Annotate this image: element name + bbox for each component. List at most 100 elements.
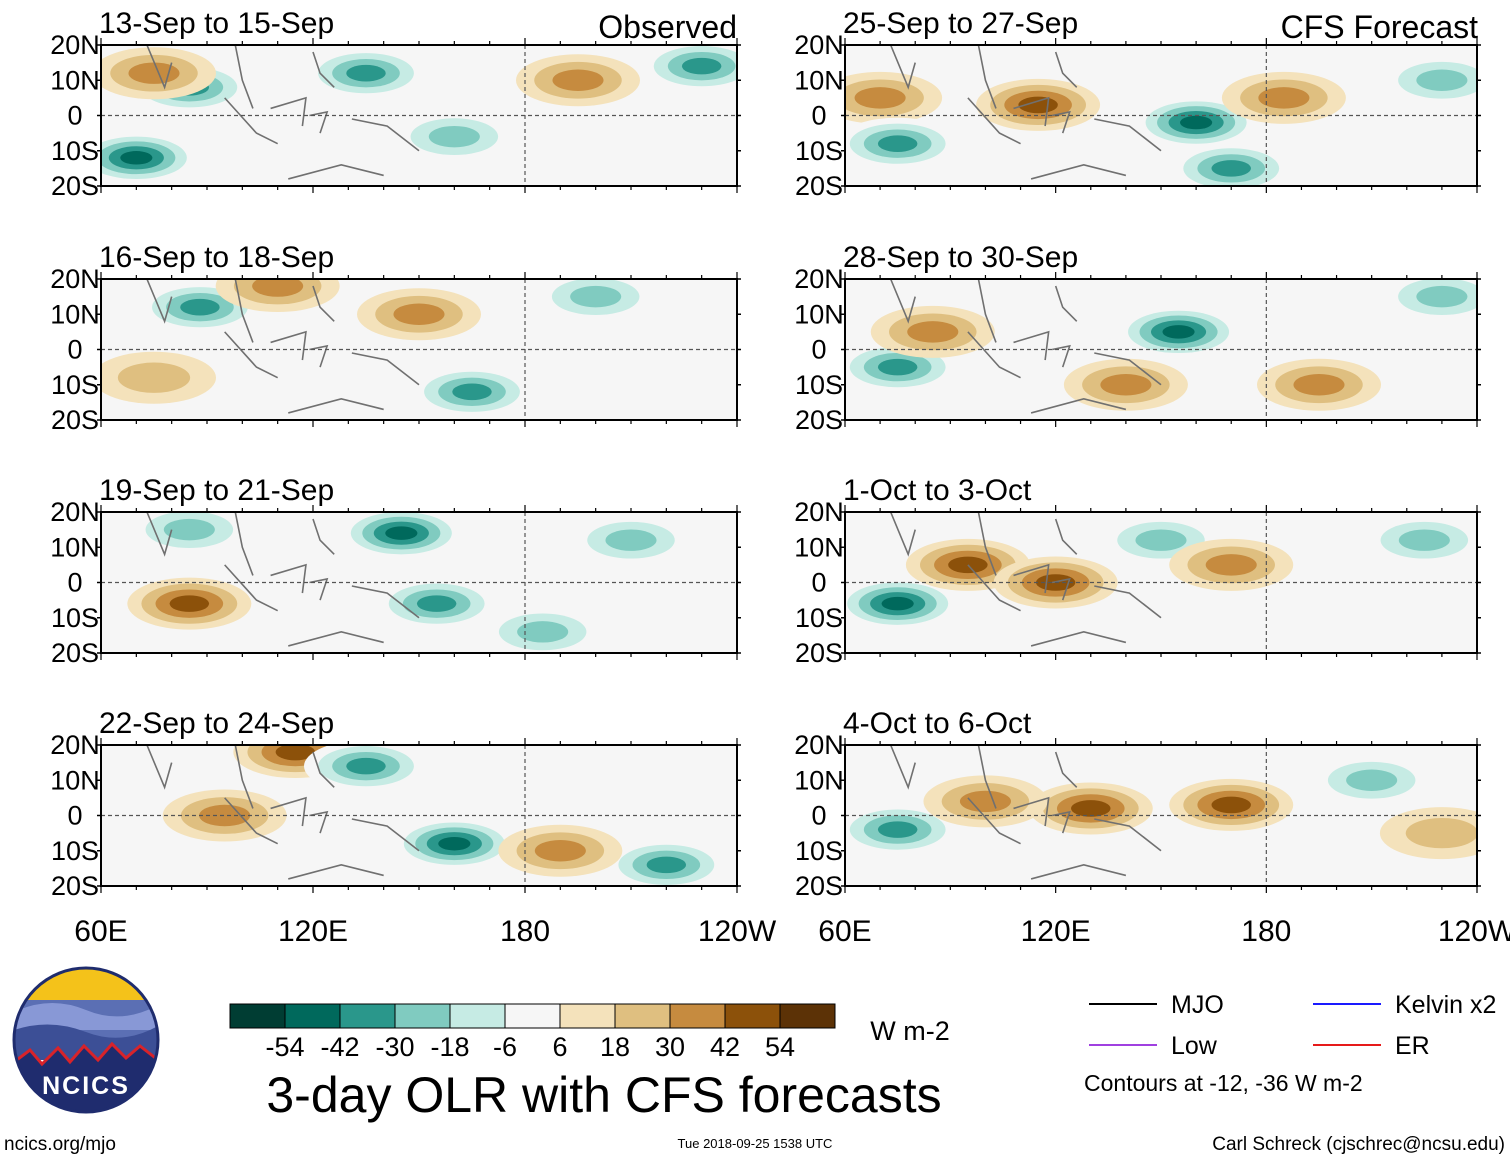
olr-anomaly-patch xyxy=(120,151,153,165)
y-tick-label: 10N xyxy=(794,65,844,95)
olr-anomaly-patch xyxy=(1211,160,1251,177)
y-tick-label: 0 xyxy=(811,801,826,831)
x-tick-label: 180 xyxy=(500,915,550,948)
colorbar-swatch xyxy=(339,1003,396,1029)
coastline xyxy=(889,45,1162,180)
y-tick-label: 10S xyxy=(51,603,99,633)
panel-left-4: 20N 10N 0 10S 20S 22-Sep to 24-Sep xyxy=(50,707,741,901)
panel-date-label: 19-Sep to 21-Sep xyxy=(99,474,334,507)
y-tick-label: 20N xyxy=(50,497,100,527)
colorbar-swatch xyxy=(559,1003,616,1029)
colorbar-tick-label: 54 xyxy=(765,1032,795,1062)
olr-anomaly-patch xyxy=(199,804,251,827)
y-tick-label: 20S xyxy=(795,638,843,668)
olr-anomaly-patch xyxy=(1135,529,1187,551)
panel-right-3: 20N 10N 0 10S 20S 1-Oct to 3-Oct xyxy=(794,474,1481,668)
colorbar-tick-label: -18 xyxy=(430,1032,469,1062)
coastline xyxy=(146,45,420,180)
olr-anomaly-patch xyxy=(570,285,622,308)
olr-anomaly-patch xyxy=(128,62,180,84)
olr-anomaly-patch xyxy=(1293,374,1345,396)
colorbar: -54 -42 -30 -18 -6 6 18 30 42 54 xyxy=(229,1003,836,1062)
olr-anomaly-patch xyxy=(646,856,687,874)
panel-left-2: 20N 10N 0 10S 20S 16-Sep to 18-Sep xyxy=(50,241,741,435)
olr-anomaly-patch xyxy=(534,840,586,862)
olr-anomaly-patch xyxy=(605,529,657,551)
y-tick-label: 10N xyxy=(50,65,100,95)
legend-label: ER xyxy=(1395,1032,1430,1060)
y-tick-label: 20N xyxy=(794,30,844,60)
olr-anomaly-patch xyxy=(1100,374,1152,396)
legend-note: Contours at -12, -36 W m-2 xyxy=(1084,1070,1363,1096)
y-tick-label: 10N xyxy=(50,765,100,795)
y-tick-label: 10S xyxy=(51,136,99,166)
olr-anomaly-patch xyxy=(346,757,386,775)
colorbar-swatch xyxy=(449,1003,506,1029)
olr-anomaly-patch xyxy=(1416,69,1468,91)
column-label-observed: Observed xyxy=(598,9,737,45)
x-tick-label: 180 xyxy=(1241,915,1291,948)
colorbar-swatch xyxy=(724,1003,781,1029)
units-label: W m-2 xyxy=(870,1016,949,1046)
olr-anomaly-patch xyxy=(385,526,418,540)
panel-date-label: 4-Oct to 6-Oct xyxy=(843,707,1032,740)
y-tick-label: 20S xyxy=(795,871,843,901)
y-tick-label: 0 xyxy=(67,568,82,598)
y-tick-label: 10N xyxy=(50,532,100,562)
x-axis-left: 60E 120E 180 120W xyxy=(74,915,777,948)
olr-anomaly-patch xyxy=(877,821,918,838)
panel-date-label: 25-Sep to 27-Sep xyxy=(843,7,1078,40)
olr-anomaly-patch xyxy=(552,69,604,91)
olr-anomaly-patch xyxy=(1162,325,1195,339)
olr-anomaly-patch xyxy=(1180,115,1213,130)
x-axis-right: 60E 120E 180 120W xyxy=(818,915,1510,948)
olr-anomaly-patch xyxy=(416,595,457,612)
olr-anomaly-patch xyxy=(681,57,722,75)
olr-anomaly-patch xyxy=(907,321,959,343)
panel-right-2: 20N 10N 0 10S 20S 28-Sep to 30-Sep xyxy=(794,241,1481,435)
y-tick-label: 10S xyxy=(795,603,843,633)
footer-timestamp: Tue 2018-09-25 1538 UTC xyxy=(678,1136,833,1151)
olr-anomaly-patch xyxy=(1416,285,1468,308)
olr-anomaly-patch xyxy=(163,518,215,541)
olr-anomaly-patch xyxy=(346,64,386,82)
y-tick-label: 20N xyxy=(794,497,844,527)
y-tick-label: 20S xyxy=(51,405,99,435)
contour-legend: MJO Kelvin x2 Low ER xyxy=(1089,991,1496,1060)
y-tick-label: 20N xyxy=(50,264,100,294)
olr-anomaly-patch xyxy=(117,362,191,393)
olr-anomaly-patch xyxy=(1258,87,1310,109)
y-tick-label: 10N xyxy=(50,299,100,329)
coastline xyxy=(889,745,1162,880)
y-tick-label: 0 xyxy=(67,335,82,365)
x-tick-label: 60E xyxy=(74,915,127,948)
panel-date-label: 13-Sep to 15-Sep xyxy=(99,7,334,40)
olr-anomaly-patch xyxy=(1346,769,1398,791)
panel-left-3: 20N 10N 0 10S 20S 19-Sep to 21-Sep xyxy=(50,474,741,668)
logo-text: NCICS xyxy=(42,1072,130,1100)
olr-anomaly-patch xyxy=(881,596,914,611)
panel-right-1: 20N 10N 0 10S 20S 25-Sep to 27-Sep xyxy=(794,7,1481,201)
olr-anomaly-patch xyxy=(438,836,471,851)
colorbar-tick-label: 42 xyxy=(710,1032,740,1062)
y-tick-label: 0 xyxy=(67,801,82,831)
ncics-logo: NCICS xyxy=(12,966,160,1114)
colorbar-tick-label: -54 xyxy=(265,1032,304,1062)
colorbar-swatch xyxy=(614,1003,671,1029)
colorbar-swatch xyxy=(779,1003,836,1029)
panel-right-4: 20N 10N 0 10S 20S 4-Oct to 6-Oct xyxy=(794,707,1481,901)
y-tick-label: 20S xyxy=(795,405,843,435)
y-tick-label: 10S xyxy=(51,370,99,400)
olr-anomaly-patch xyxy=(1205,554,1257,576)
olr-anomaly-patch xyxy=(169,595,210,612)
y-tick-label: 10S xyxy=(795,136,843,166)
y-tick-label: 20N xyxy=(50,730,100,760)
coastline xyxy=(146,279,420,414)
footer-credit: Carl Schreck (cjschrec@ncsu.edu) xyxy=(1212,1134,1505,1155)
olr-anomaly-patch xyxy=(1211,796,1251,814)
y-tick-label: 10N xyxy=(794,532,844,562)
olr-anomaly-patch xyxy=(275,745,316,761)
x-tick-label: 60E xyxy=(818,915,871,948)
